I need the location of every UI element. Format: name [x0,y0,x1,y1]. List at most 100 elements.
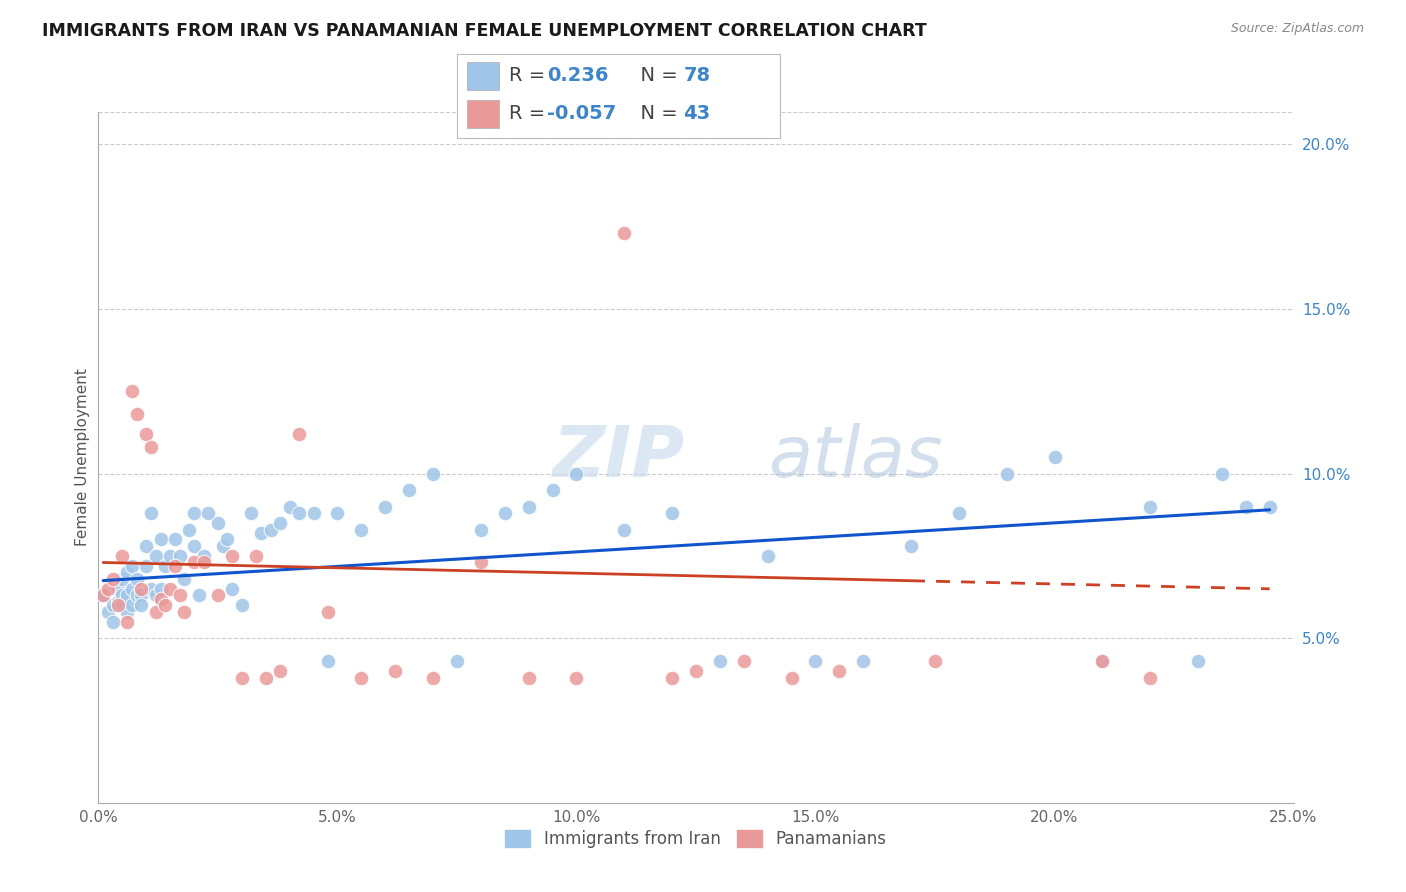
Text: N =: N = [628,67,685,86]
Point [231,671,253,685]
Point [288,506,311,520]
Point [121,558,143,573]
Point [159,549,181,563]
Point [163,558,186,573]
Point [709,654,731,668]
Point [111,589,134,603]
Point [494,506,516,520]
Point [97,582,120,596]
Point [155,558,177,573]
Point [288,427,311,442]
Point [115,605,138,619]
Point [169,589,191,603]
Point [1258,500,1281,514]
Point [326,506,349,520]
Point [155,599,177,613]
Point [240,506,263,520]
Point [107,595,129,609]
Point [139,582,162,596]
Point [231,599,253,613]
Text: R =: R = [509,67,551,86]
Point [187,589,209,603]
Point [183,539,205,553]
Text: 78: 78 [683,67,710,86]
Point [316,654,339,668]
Point [254,671,277,685]
Point [269,516,291,530]
Bar [467,100,499,128]
Point [193,556,215,570]
Point [350,671,373,685]
Text: 43: 43 [683,103,710,123]
Point [613,523,636,537]
Point [125,408,148,422]
Point [163,533,186,547]
Text: N =: N = [628,103,685,123]
Point [924,654,946,668]
Point [169,549,191,563]
Point [470,523,492,537]
Point [149,582,172,596]
Point [159,582,181,596]
Bar [467,62,499,90]
Point [115,566,138,580]
Point [316,605,339,619]
Point [613,227,636,241]
Point [1043,450,1066,464]
Text: IMMIGRANTS FROM IRAN VS PANAMANIAN FEMALE UNEMPLOYMENT CORRELATION CHART: IMMIGRANTS FROM IRAN VS PANAMANIAN FEMAL… [42,22,927,40]
Point [852,654,875,668]
Point [183,506,205,520]
Text: R =: R = [509,103,551,123]
Point [541,483,564,497]
Point [756,549,779,563]
Y-axis label: Female Unemployment: Female Unemployment [75,368,90,546]
Point [145,605,167,619]
Text: Source: ZipAtlas.com: Source: ZipAtlas.com [1230,22,1364,36]
Point [207,516,229,530]
Point [197,506,219,520]
Point [101,615,124,629]
Point [259,523,281,537]
Point [517,500,540,514]
Point [111,599,134,613]
Point [517,671,540,685]
Text: -0.057: -0.057 [547,103,617,123]
Point [107,599,129,613]
Point [470,556,492,570]
Point [565,671,588,685]
Point [446,654,468,668]
Point [374,500,396,514]
Point [828,664,851,678]
Point [804,654,827,668]
Point [207,589,229,603]
Point [125,572,148,586]
Point [1139,671,1161,685]
Point [107,582,129,596]
Point [685,664,707,678]
Point [131,582,153,596]
Point [900,539,922,553]
Point [1139,500,1161,514]
Point [350,523,373,537]
Text: 0.236: 0.236 [547,67,609,86]
Point [1211,467,1233,481]
Point [398,483,420,497]
Point [145,589,167,603]
Point [125,589,148,603]
Legend: Immigrants from Iran, Panamanians: Immigrants from Iran, Panamanians [498,822,894,856]
Point [179,523,201,537]
Point [145,549,167,563]
Point [1187,654,1209,668]
Point [139,440,162,454]
Text: ZIP: ZIP [553,423,685,491]
Point [1091,654,1114,668]
Point [121,384,143,399]
Point [217,533,239,547]
Point [139,506,162,520]
Point [91,589,114,603]
Point [101,572,124,586]
Point [948,506,970,520]
Point [173,572,195,586]
Point [245,549,267,563]
Point [115,615,138,629]
